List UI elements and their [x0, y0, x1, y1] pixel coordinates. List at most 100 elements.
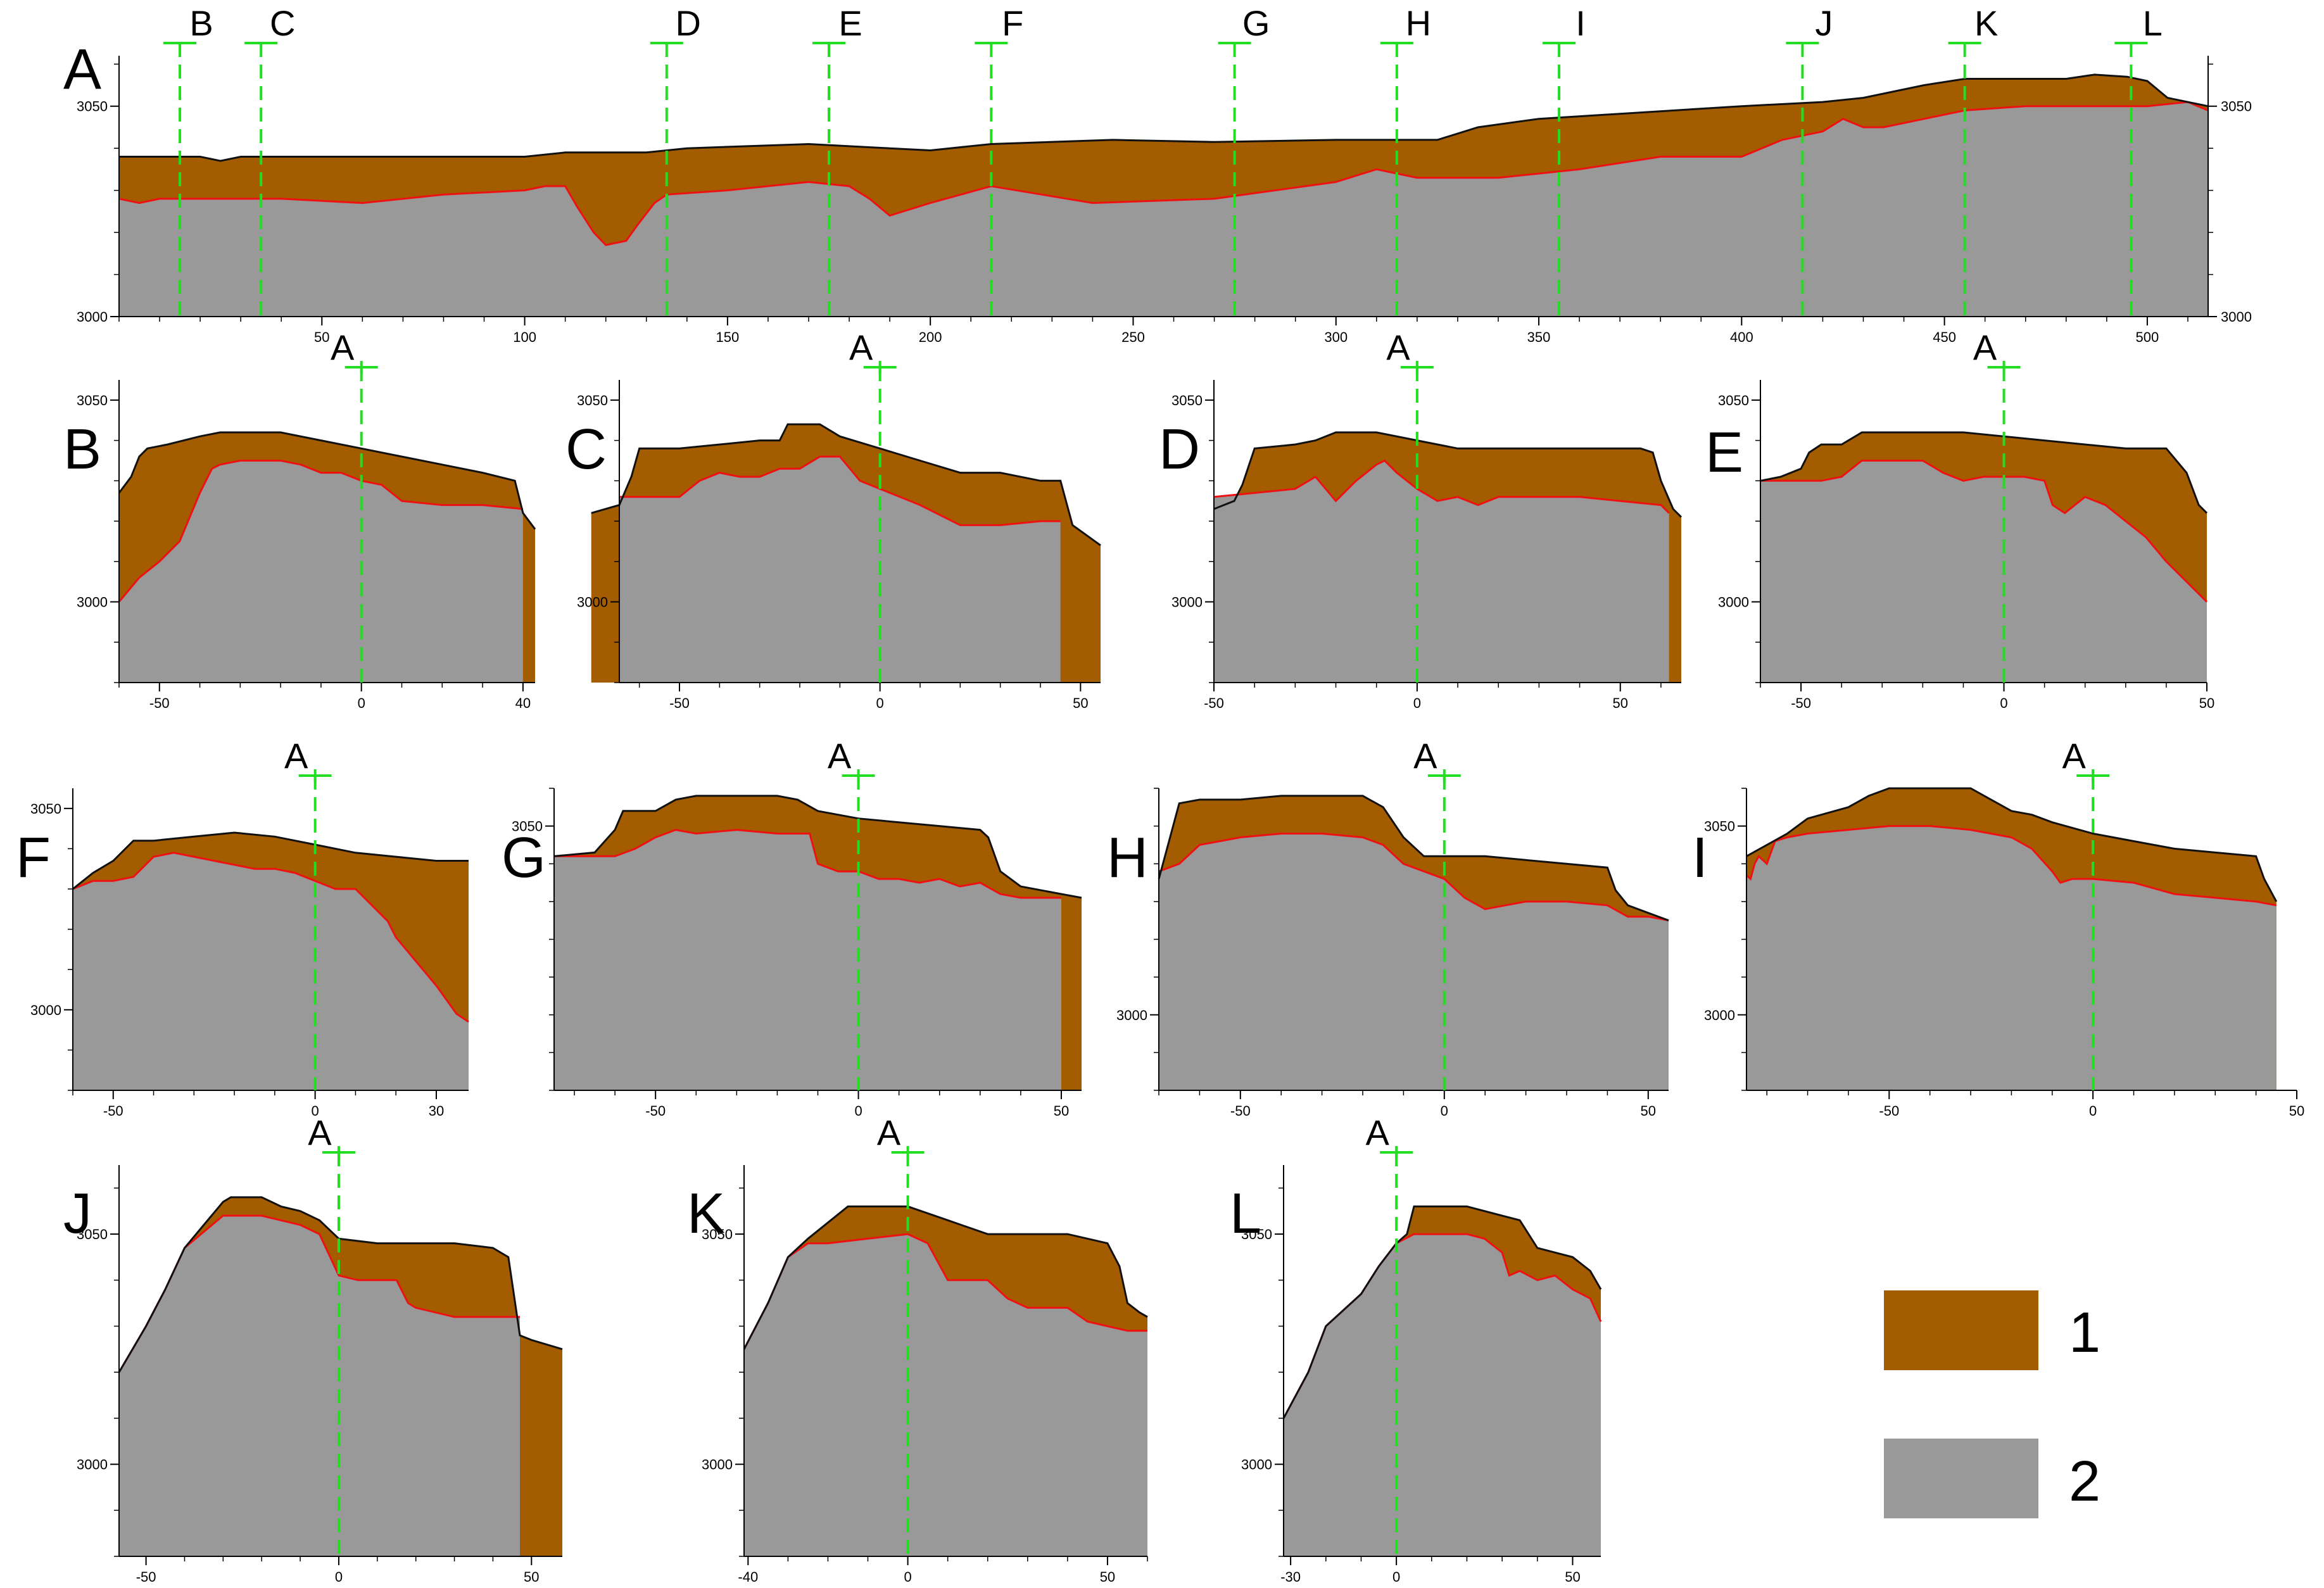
panel-d: -50 0 50 3000 3050 A D: [1159, 327, 1683, 711]
panel-letter-l: L: [1230, 1182, 1261, 1245]
panel-letter-d: D: [1159, 418, 1200, 481]
bedrock-area-h: [1159, 833, 1669, 1090]
bedrock-area-f: [73, 852, 469, 1090]
panel-g: -50 0 50 3050 A G: [502, 736, 1082, 1119]
x-tick-label-i: -50: [1879, 1103, 1899, 1119]
x-tick-label-b: -50: [149, 695, 170, 711]
x-tick-label-h: 50: [1641, 1103, 1656, 1119]
surface-line-g: [553, 795, 1082, 899]
x-tick-label-b: 40: [515, 695, 531, 711]
x-tick-label-a: 300: [1324, 329, 1348, 345]
x-tick-label-i: 0: [2089, 1103, 2097, 1119]
section-marker-label-a: A: [1973, 327, 1997, 367]
x-tick-label-a: 100: [513, 329, 536, 345]
x-tick-label-e: 0: [2000, 695, 2007, 711]
y-tick-label-e: 3000: [1718, 595, 1749, 610]
bedrock-area-e: [1760, 460, 2207, 683]
x-tick-label-b: 0: [358, 695, 365, 711]
x-tick-label-d: -50: [1204, 695, 1224, 711]
bedrock-line-i: [1745, 825, 2277, 907]
bedrock-line-d: [1213, 459, 1670, 514]
x-tick-label-e: 50: [2199, 695, 2214, 711]
panel-letter-g: G: [502, 826, 546, 890]
y-tick-label-f: 3000: [30, 1002, 61, 1018]
panel-letter-c: C: [565, 418, 607, 481]
right-tick-label-a: 3000: [2221, 309, 2252, 325]
bedrock-line-b: [118, 460, 524, 603]
x-tick-label-l: -30: [1280, 1569, 1301, 1585]
x-tick-label-g: 0: [854, 1103, 862, 1119]
x-tick-label-h: -50: [1230, 1103, 1251, 1119]
section-marker-label-l: L: [2143, 3, 2163, 43]
section-marker-label-a: A: [877, 1112, 901, 1152]
section-marker-label-f: F: [1002, 3, 1023, 43]
surface-line-h: [1158, 795, 1669, 922]
surface-line-d: [1213, 431, 1683, 518]
panel-a: 50 100 150 200 250 300 350 400 450 500 3000 3050 300…: [63, 3, 2252, 345]
section-marker-label-j: J: [1815, 3, 1833, 43]
panel-letter-f: F: [16, 826, 51, 890]
bedrock-area-i: [1746, 826, 2277, 1090]
x-tick-label-g: 50: [1054, 1103, 1069, 1119]
surface-line-e: [1760, 431, 2208, 514]
section-marker-label-e: E: [838, 3, 862, 43]
x-tick-label-k: -40: [738, 1569, 758, 1585]
y-tick-label-b: 3000: [77, 595, 108, 610]
x-tick-label-a: 400: [1730, 329, 1753, 345]
legend-label-sediment: 1: [2069, 1301, 2100, 1364]
panel-f: -50 0 30 3000 3050 A F: [16, 736, 469, 1119]
panel-c: -50 0 50 3000 3050 A C: [565, 327, 1101, 711]
panel-letter-e: E: [1705, 421, 1743, 484]
bedrock-line-c: [619, 455, 1061, 526]
y-tick-label-l: 3050: [1241, 1226, 1272, 1242]
bedrock-line-a: [118, 101, 2209, 246]
y-tick-label-a: 3000: [77, 309, 108, 325]
surface-line-b: [118, 431, 536, 530]
panel-letter-h: H: [1107, 826, 1148, 890]
x-tick-label-j: 0: [335, 1569, 343, 1585]
y-tick-label-c: 3050: [577, 393, 608, 408]
surface-line-l: [1282, 1205, 1602, 1419]
y-tick-label-c: 3000: [577, 595, 608, 610]
legend-swatch-bedrock: [1884, 1439, 2038, 1518]
y-tick-label-g: 3050: [512, 819, 543, 835]
x-tick-label-c: 50: [1073, 695, 1088, 711]
bedrock-area-j: [119, 1216, 520, 1556]
section-marker-label-k: K: [1974, 3, 1998, 43]
x-tick-label-c: -50: [669, 695, 690, 711]
panel-k: -40 0 50 3000 3050 A K: [687, 1112, 1148, 1585]
y-tick-label-k: 3050: [702, 1226, 733, 1242]
bedrock-area-a: [119, 102, 2208, 317]
surface-line-k: [743, 1205, 1148, 1350]
panel-h: -50 0 50 3000 A H: [1107, 736, 1669, 1119]
section-marker-label-a: A: [331, 327, 355, 367]
x-tick-label-h: 0: [1441, 1103, 1448, 1119]
y-tick-label-a: 3050: [77, 99, 108, 115]
bedrock-line-g: [554, 829, 1061, 899]
section-marker-label-a: A: [828, 736, 852, 776]
section-marker-label-a: A: [284, 736, 308, 776]
x-tick-label-f: -50: [103, 1103, 123, 1119]
x-tick-label-e: -50: [1791, 695, 1811, 711]
panel-i: -50 0 50 3000 3050 A I: [1692, 736, 2304, 1119]
y-tick-label-h: 3000: [1116, 1007, 1147, 1023]
x-tick-label-a: 250: [1121, 329, 1145, 345]
bedrock-line-f: [72, 852, 469, 1023]
section-marker-label-h: H: [1406, 3, 1431, 43]
panel-j: -50 0 50 3000 3050 A J: [63, 1112, 563, 1585]
y-tick-label-b: 3050: [77, 393, 108, 408]
legend-swatch-sediment: [1884, 1290, 2038, 1370]
x-tick-label-j: 50: [524, 1569, 539, 1585]
bedrock-area-d: [1214, 460, 1669, 683]
panel-e: -50 0 50 3000 3050 A E: [1705, 327, 2214, 711]
x-tick-label-d: 50: [1612, 695, 1627, 711]
section-marker-label-a: A: [2062, 736, 2086, 776]
panel-letter-b: B: [63, 418, 101, 481]
section-marker-label-a: A: [308, 1112, 332, 1152]
surface-line-c: [591, 423, 1101, 546]
y-tick-label-j: 3000: [77, 1457, 108, 1473]
y-tick-label-k: 3000: [702, 1457, 733, 1473]
panel-letter-k: K: [687, 1182, 725, 1245]
bedrock-line-k: [743, 1233, 1147, 1350]
surface-line-a: [119, 73, 2209, 162]
